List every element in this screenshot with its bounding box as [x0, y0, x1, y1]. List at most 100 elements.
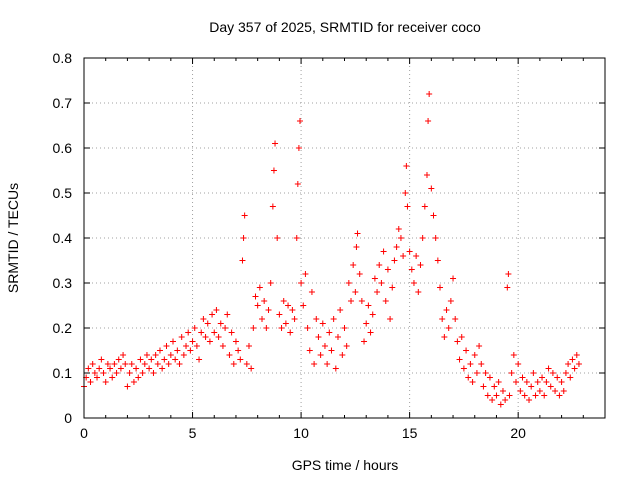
- data-point: [510, 352, 517, 358]
- data-point: [261, 298, 268, 304]
- data-point: [549, 370, 556, 376]
- data-point: [111, 361, 118, 367]
- data-point: [87, 379, 94, 385]
- data-point: [497, 401, 504, 408]
- data-point: [332, 365, 339, 372]
- data-point: [562, 370, 569, 376]
- data-point: [573, 352, 580, 358]
- data-point: [523, 379, 530, 385]
- data-point: [532, 392, 539, 399]
- data-point: [219, 343, 226, 349]
- data-point: [493, 392, 500, 399]
- data-point: [465, 374, 472, 381]
- data-point: [480, 383, 487, 390]
- data-point: [363, 320, 370, 327]
- data-point: [141, 361, 148, 367]
- data-point: [259, 316, 266, 322]
- data-point: [202, 334, 209, 340]
- data-point: [387, 316, 394, 322]
- data-point: [556, 392, 563, 399]
- data-point: [454, 338, 461, 345]
- data-point: [358, 298, 365, 304]
- data-point: [495, 379, 502, 385]
- data-point: [547, 383, 554, 390]
- data-point: [120, 352, 127, 358]
- data-point: [130, 379, 137, 385]
- data-point: [295, 145, 302, 151]
- data-point: [317, 352, 324, 358]
- data-point: [274, 235, 281, 241]
- data-point: [206, 338, 213, 345]
- data-point: [402, 190, 409, 196]
- y-axis-label: SRMTID / TECUs: [5, 183, 21, 293]
- data-point: [280, 298, 287, 304]
- data-point: [276, 311, 283, 318]
- data-point: [226, 352, 233, 358]
- y-axis-ticks: 0 0.1 0.2 0.3 0.4 0.5 0.6 0.7 0.8: [53, 50, 605, 426]
- data-point: [265, 307, 272, 313]
- data-point: [426, 91, 433, 97]
- chart-title: Day 357 of 2025, SRMTID for receiver coc…: [209, 19, 481, 35]
- data-point: [272, 140, 279, 147]
- data-point: [391, 257, 398, 264]
- data-point: [228, 329, 235, 336]
- data-point: [94, 374, 101, 381]
- data-point: [163, 343, 170, 349]
- data-point: [187, 347, 194, 354]
- data-point: [434, 257, 441, 264]
- data-point: [209, 311, 216, 318]
- data-point: [256, 284, 263, 291]
- data-point: [502, 397, 509, 403]
- data-point: [430, 212, 437, 219]
- y-tick-label: 0.4: [53, 230, 73, 246]
- data-point: [569, 356, 576, 363]
- data-point: [154, 361, 161, 367]
- data-point: [302, 271, 309, 277]
- data-point: [185, 329, 192, 336]
- data-point: [376, 262, 383, 268]
- data-point: [115, 356, 122, 363]
- data-point: [539, 374, 546, 381]
- data-point: [237, 356, 244, 363]
- data-point: [517, 388, 524, 394]
- data-point: [380, 248, 387, 255]
- x-axis-label: GPS time / hours: [292, 457, 399, 473]
- data-point: [104, 361, 111, 367]
- data-point: [269, 203, 276, 210]
- data-point: [350, 262, 357, 268]
- data-point: [308, 289, 315, 295]
- data-point: [298, 280, 305, 286]
- data-point: [382, 298, 389, 304]
- data-point: [374, 289, 381, 295]
- data-point: [191, 325, 198, 331]
- data-point: [552, 388, 559, 394]
- data-point: [397, 235, 404, 241]
- data-point: [395, 226, 402, 232]
- x-tick-label: 10: [293, 425, 309, 441]
- data-point: [471, 352, 478, 358]
- data-point: [122, 361, 129, 367]
- data-point: [491, 383, 498, 390]
- data-point: [215, 334, 222, 340]
- data-point: [452, 316, 459, 322]
- data-point: [486, 374, 493, 381]
- data-point: [528, 383, 535, 390]
- data-point: [107, 365, 114, 372]
- x-tick-label: 15: [402, 425, 418, 441]
- data-point: [159, 365, 166, 372]
- data-point: [443, 307, 450, 313]
- data-point: [445, 325, 452, 331]
- data-point: [172, 356, 179, 363]
- data-point: [415, 289, 422, 295]
- data-point: [321, 343, 328, 349]
- data-point: [300, 302, 307, 309]
- data-point: [365, 302, 372, 309]
- data-point: [230, 361, 237, 367]
- data-point: [240, 235, 247, 241]
- data-point: [339, 352, 346, 358]
- data-point: [367, 329, 374, 336]
- data-point: [512, 379, 519, 385]
- data-point: [413, 253, 420, 259]
- grid-layer: [84, 58, 605, 418]
- data-point: [267, 280, 274, 286]
